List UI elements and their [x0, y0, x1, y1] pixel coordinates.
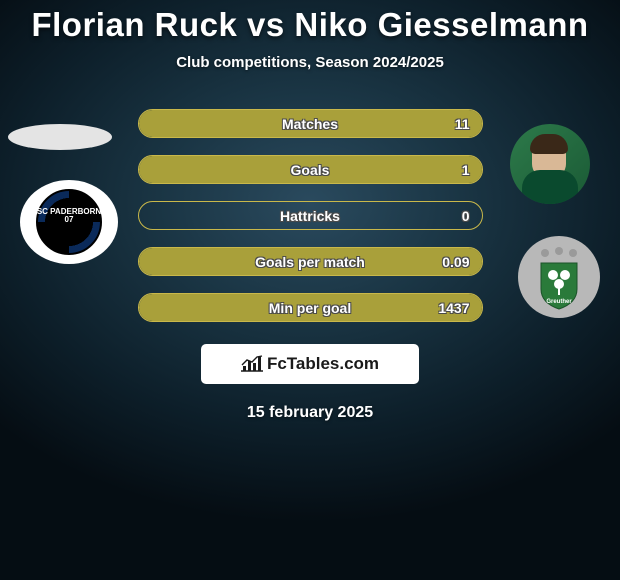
stat-value: 0.09 [442, 254, 469, 270]
stat-label: Matches [282, 116, 338, 132]
player-right-photo [510, 124, 590, 204]
stat-row: Matches 11 [138, 109, 483, 138]
stat-row: Goals 1 [138, 155, 483, 184]
stat-label: Hattricks [280, 208, 340, 224]
stat-value: 1 [462, 162, 470, 178]
stat-label: Min per goal [269, 300, 351, 316]
crest-left: SC PADERBORN 07 [20, 180, 118, 264]
player-hair-shape [530, 134, 568, 154]
stat-value: 11 [455, 116, 470, 132]
svg-text:Greuther: Greuther [546, 299, 572, 305]
stat-row: Hattricks 0 [138, 201, 483, 230]
page-title: Florian Ruck vs Niko Giesselmann [0, 6, 620, 44]
stat-value: 0 [462, 208, 470, 224]
stat-row: Min per goal 1437 [138, 293, 483, 322]
crest-right: Greuther [518, 236, 600, 318]
brand-text: FcTables.com [267, 354, 379, 374]
subtitle: Club competitions, Season 2024/2025 [0, 54, 620, 71]
stat-label: Goals [291, 162, 330, 178]
crest-right-clover-icon: Greuther [525, 243, 593, 311]
stat-value: 1437 [438, 300, 469, 316]
brand-box: FcTables.com [201, 344, 419, 384]
bar-chart-icon [241, 355, 263, 373]
stat-row: Goals per match 0.09 [138, 247, 483, 276]
stats-list: Matches 11 Goals 1 Hattricks 0 Goals per… [138, 109, 483, 322]
date-text: 15 february 2025 [0, 404, 620, 422]
stat-label: Goals per match [255, 254, 365, 270]
crest-left-text: SC PADERBORN 07 [36, 208, 102, 224]
player-left-placeholder [8, 124, 112, 150]
